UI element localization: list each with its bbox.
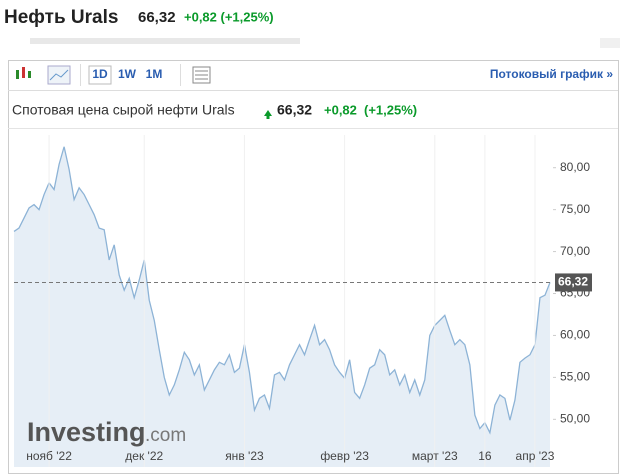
last-value-label: 66,32 <box>558 275 588 289</box>
plot: 50,0055,0060,0065,0070,0075,0080,00нояб … <box>13 135 592 467</box>
period-button[interactable]: 1D <box>92 67 108 81</box>
faded-row <box>30 38 300 44</box>
chart-title: Спотовая цена сырой нефти Urals <box>12 102 235 118</box>
last-value-box <box>555 273 592 292</box>
up-arrow <box>264 110 272 119</box>
candle-icon[interactable] <box>16 67 31 79</box>
x-tick-label: март '23 <box>412 449 458 463</box>
x-tick-label: февр '23 <box>320 449 369 463</box>
x-tick-label: нояб '22 <box>26 449 72 463</box>
x-tick-label: 16 <box>478 449 492 463</box>
faded-row <box>600 38 620 48</box>
period-button[interactable]: 1M <box>146 67 163 81</box>
header-price: 66,32 <box>138 9 176 26</box>
stream-link[interactable]: Потоковый график » <box>490 67 613 81</box>
chart-change-pct: (+1,25%) <box>364 102 417 117</box>
x-tick-label: дек '22 <box>125 449 163 463</box>
period-button[interactable]: 1W <box>118 67 137 81</box>
y-tick-label: 80,00 <box>560 160 590 174</box>
chart-change: +0,82 <box>324 102 357 117</box>
y-tick-label: 55,00 <box>560 370 590 384</box>
header-change: +0,82 (+1,25%) <box>184 9 274 24</box>
watermark-suffix: .com <box>145 425 186 446</box>
y-tick-label: 70,00 <box>560 244 590 258</box>
y-tick-label: 75,00 <box>560 202 590 216</box>
chart-price: 66,32 <box>277 102 312 118</box>
period-button-active[interactable] <box>88 65 112 85</box>
y-tick-label: 60,00 <box>560 328 590 342</box>
table-icon[interactable] <box>192 66 211 84</box>
y-tick-label: 50,00 <box>560 411 590 425</box>
x-tick-label: апр '23 <box>516 449 555 463</box>
area-icon[interactable] <box>47 65 71 85</box>
instrument-title: Нефть Urals <box>4 7 118 28</box>
area-fill <box>14 146 550 467</box>
x-tick-label: янв '23 <box>225 449 264 463</box>
price-line <box>13 146 551 435</box>
watermark: Investing <box>27 417 146 447</box>
